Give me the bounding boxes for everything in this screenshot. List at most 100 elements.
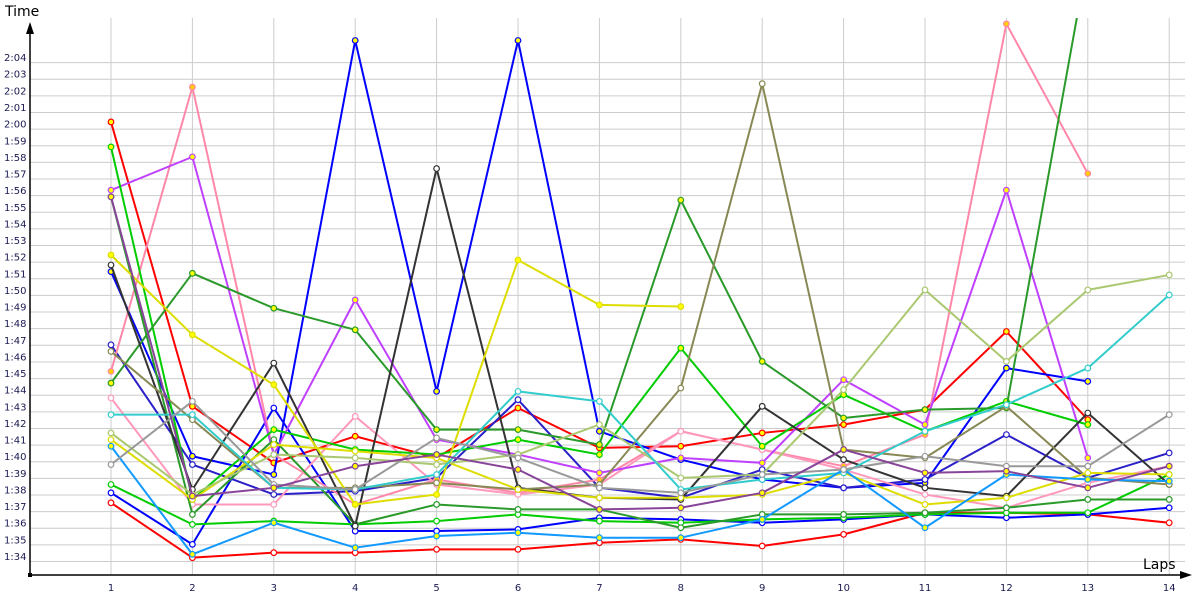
data-point	[1084, 409, 1092, 417]
data-point	[921, 452, 929, 460]
data-point	[351, 37, 359, 44]
data-point	[107, 368, 115, 375]
series-line	[110, 273, 1170, 496]
data-point	[433, 461, 441, 468]
y-tick-label: 2:00	[4, 120, 26, 131]
data-point	[1165, 471, 1173, 478]
series-line	[110, 501, 1170, 559]
y-tick-label: 1:35	[4, 535, 26, 546]
series-dark-green-a	[107, 18, 1078, 448]
data-point	[107, 489, 115, 497]
data-point	[351, 544, 359, 552]
x-tick-label: 14	[1163, 583, 1176, 594]
data-point	[351, 326, 359, 334]
data-point	[1165, 519, 1173, 527]
data-point	[514, 545, 522, 553]
data-point	[677, 474, 685, 482]
series-line	[110, 344, 1170, 499]
data-point	[921, 484, 929, 492]
data-point	[1165, 504, 1173, 512]
data-point	[270, 381, 278, 389]
data-point	[270, 359, 278, 367]
data-point	[107, 118, 115, 126]
data-point	[188, 411, 196, 419]
y-tick-label: 2:02	[4, 86, 26, 97]
series-line	[110, 397, 1170, 509]
data-point	[1165, 271, 1173, 279]
y-tick-label: 1:54	[4, 219, 26, 230]
origin-marker	[28, 573, 32, 577]
x-tick-label: 3	[271, 583, 277, 594]
y-tick-label: 1:37	[4, 502, 26, 513]
series-purple	[107, 193, 1173, 513]
data-point	[677, 384, 685, 392]
y-tick-label: 1:47	[4, 336, 26, 347]
data-point	[188, 331, 196, 339]
data-point	[1084, 469, 1092, 477]
data-point	[433, 387, 441, 395]
data-point	[514, 387, 522, 395]
x-tick-labels: 1 2 3 4 5 6 7 8 9 10 11 12 13 14	[108, 583, 1176, 594]
data-point	[677, 524, 685, 532]
series-line	[111, 294, 1170, 491]
data-point	[188, 521, 196, 528]
data-point	[596, 451, 603, 458]
data-point	[433, 517, 441, 525]
data-point	[351, 454, 359, 462]
x-axis-arrow-icon	[1180, 571, 1192, 579]
data-point	[433, 165, 441, 172]
data-point	[433, 451, 441, 458]
data-point	[840, 484, 847, 492]
data-point	[921, 491, 929, 498]
data-point	[1084, 454, 1092, 462]
data-point	[433, 491, 441, 498]
data-point	[840, 376, 847, 384]
data-point	[107, 348, 115, 355]
y-tick-label: 1:49	[4, 303, 26, 314]
data-point	[1084, 462, 1092, 470]
data-point	[107, 394, 115, 402]
data-point	[1084, 496, 1092, 503]
data-point	[351, 432, 359, 440]
series-gray	[107, 397, 1173, 497]
data-point	[1003, 186, 1010, 194]
series-line	[110, 445, 1170, 556]
data-point	[921, 286, 929, 294]
data-point	[188, 269, 196, 277]
data-point	[351, 462, 359, 470]
data-point	[921, 406, 929, 414]
data-point	[351, 501, 359, 508]
data-point	[351, 522, 359, 530]
data-point	[433, 471, 441, 478]
data-point	[107, 186, 115, 194]
data-point	[758, 402, 766, 410]
data-point	[270, 451, 278, 458]
data-point	[270, 441, 278, 448]
series-light-olive	[107, 271, 1173, 498]
data-point	[596, 427, 603, 435]
data-point	[1084, 170, 1092, 177]
data-point	[1003, 504, 1010, 512]
series-line	[110, 196, 1170, 511]
data-point	[840, 421, 847, 429]
x-tick-label: 5	[433, 583, 439, 594]
data-point	[433, 545, 441, 553]
data-point	[188, 452, 196, 460]
series-line	[110, 254, 681, 506]
data-point	[433, 501, 441, 508]
data-point	[677, 489, 685, 497]
data-point	[1165, 462, 1173, 470]
data-point	[596, 397, 603, 405]
data-point	[188, 492, 196, 500]
data-point	[107, 379, 115, 387]
series-group	[107, 18, 1173, 562]
data-point	[596, 469, 603, 477]
data-point	[677, 344, 685, 352]
data-point	[107, 411, 115, 419]
data-point	[514, 256, 522, 264]
series-line	[110, 438, 1170, 506]
data-point	[270, 549, 278, 557]
data-point	[921, 501, 929, 508]
series-yellow-a	[107, 251, 685, 508]
data-point	[677, 504, 685, 512]
